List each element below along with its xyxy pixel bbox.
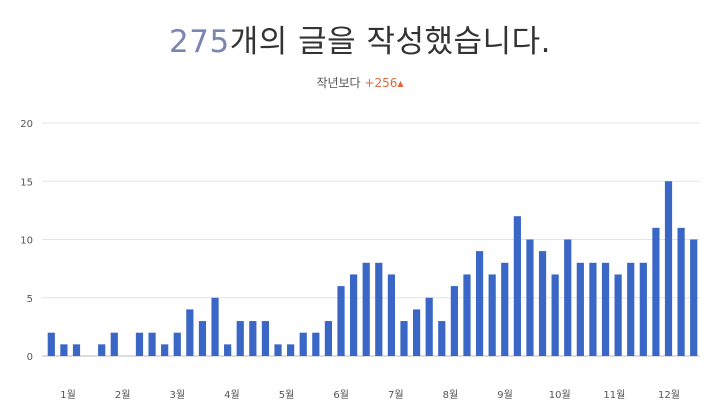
bar [425, 297, 433, 356]
comparison-label: 작년보다 [316, 76, 361, 90]
y-axis-labels: 0 5 10 15 20 [20, 119, 33, 363]
up-arrow-icon: ▲ [397, 79, 404, 88]
bar [261, 321, 270, 356]
bar [362, 262, 370, 356]
bar [211, 297, 219, 356]
bar [299, 332, 307, 356]
bar [72, 344, 81, 356]
bar [601, 262, 610, 356]
y-tick-label: 5 [27, 294, 33, 305]
year-comparison: 작년보다 +256▲ [0, 74, 720, 91]
bar [135, 332, 144, 356]
bar [652, 227, 660, 356]
bar [47, 332, 55, 356]
x-tick-label: 5월 [279, 389, 295, 401]
bar [463, 274, 471, 356]
x-tick-label: 11월 [603, 389, 625, 401]
bar [337, 286, 345, 356]
bar [249, 321, 257, 356]
post-count: 275 [169, 24, 230, 60]
bar [526, 239, 534, 356]
bar [110, 332, 118, 356]
x-tick-label: 8월 [443, 389, 459, 401]
bar [589, 262, 597, 356]
bar [236, 321, 244, 356]
bar [614, 274, 622, 356]
bar [274, 344, 282, 356]
x-tick-label: 1월 [60, 389, 76, 401]
bar [387, 274, 395, 356]
x-tick-label: 4월 [224, 389, 240, 401]
y-tick-label: 20 [20, 119, 33, 130]
bar [488, 274, 496, 356]
bar [161, 344, 169, 356]
bar [98, 344, 106, 356]
bar [400, 321, 408, 356]
bar [690, 239, 698, 356]
y-tick-label: 15 [20, 177, 33, 188]
bar [538, 251, 547, 356]
bar [576, 262, 584, 356]
x-tick-label: 6월 [333, 389, 349, 401]
bar [677, 227, 685, 356]
bar [564, 239, 572, 356]
bar [287, 344, 295, 356]
y-tick-label: 10 [20, 236, 33, 247]
bar [412, 309, 421, 356]
bar [639, 262, 647, 356]
bar [173, 332, 181, 356]
bar [60, 344, 68, 356]
bar [375, 262, 383, 356]
comparison-value: +256 [364, 76, 398, 90]
x-tick-label: 12월 [658, 389, 680, 401]
x-tick-label: 7월 [388, 389, 404, 401]
bars [47, 181, 698, 356]
x-tick-label: 9월 [497, 389, 513, 401]
bar [450, 286, 458, 356]
bar [551, 274, 559, 356]
grid-lines [42, 122, 700, 357]
bar [475, 251, 484, 356]
bar [148, 332, 156, 356]
bar [513, 216, 521, 356]
bar [198, 321, 207, 356]
bar [312, 332, 320, 356]
x-tick-label: 2월 [115, 389, 131, 401]
x-tick-label: 10월 [549, 389, 571, 401]
bar [501, 262, 509, 356]
bar [627, 262, 635, 356]
headline: 275개의 글을 작성했습니다. [0, 16, 720, 61]
bar [224, 344, 232, 356]
bar [324, 321, 333, 356]
x-axis-labels: 1월 2월 3월 4월 5월 6월 7월 8월 9월 10월 11월 12월 [60, 389, 680, 401]
y-tick-label: 0 [27, 352, 33, 363]
bar [186, 309, 194, 356]
bar [438, 321, 446, 356]
x-tick-label: 3월 [169, 389, 185, 401]
bar [350, 274, 358, 356]
headline-suffix: 개의 글을 작성했습니다. [229, 24, 551, 60]
bar [664, 181, 673, 356]
